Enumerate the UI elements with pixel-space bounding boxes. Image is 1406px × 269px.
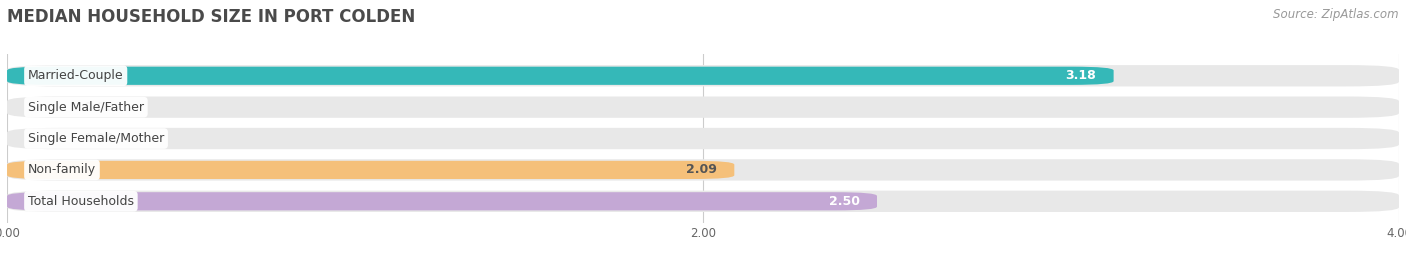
Text: MEDIAN HOUSEHOLD SIZE IN PORT COLDEN: MEDIAN HOUSEHOLD SIZE IN PORT COLDEN bbox=[7, 8, 415, 26]
Text: Single Female/Mother: Single Female/Mother bbox=[28, 132, 165, 145]
Text: 0.00: 0.00 bbox=[83, 101, 114, 114]
FancyBboxPatch shape bbox=[7, 67, 1114, 85]
Text: 0.00: 0.00 bbox=[83, 132, 114, 145]
Text: 2.09: 2.09 bbox=[686, 164, 717, 176]
FancyBboxPatch shape bbox=[7, 65, 1399, 86]
FancyBboxPatch shape bbox=[7, 191, 1399, 212]
FancyBboxPatch shape bbox=[7, 128, 1399, 149]
Text: Married-Couple: Married-Couple bbox=[28, 69, 124, 82]
Text: Total Households: Total Households bbox=[28, 195, 134, 208]
FancyBboxPatch shape bbox=[7, 97, 1399, 118]
FancyBboxPatch shape bbox=[7, 192, 877, 210]
Text: Source: ZipAtlas.com: Source: ZipAtlas.com bbox=[1274, 8, 1399, 21]
Text: 3.18: 3.18 bbox=[1066, 69, 1097, 82]
FancyBboxPatch shape bbox=[7, 159, 1399, 180]
Text: 2.50: 2.50 bbox=[828, 195, 859, 208]
Text: Non-family: Non-family bbox=[28, 164, 96, 176]
FancyBboxPatch shape bbox=[7, 161, 734, 179]
Text: Single Male/Father: Single Male/Father bbox=[28, 101, 143, 114]
